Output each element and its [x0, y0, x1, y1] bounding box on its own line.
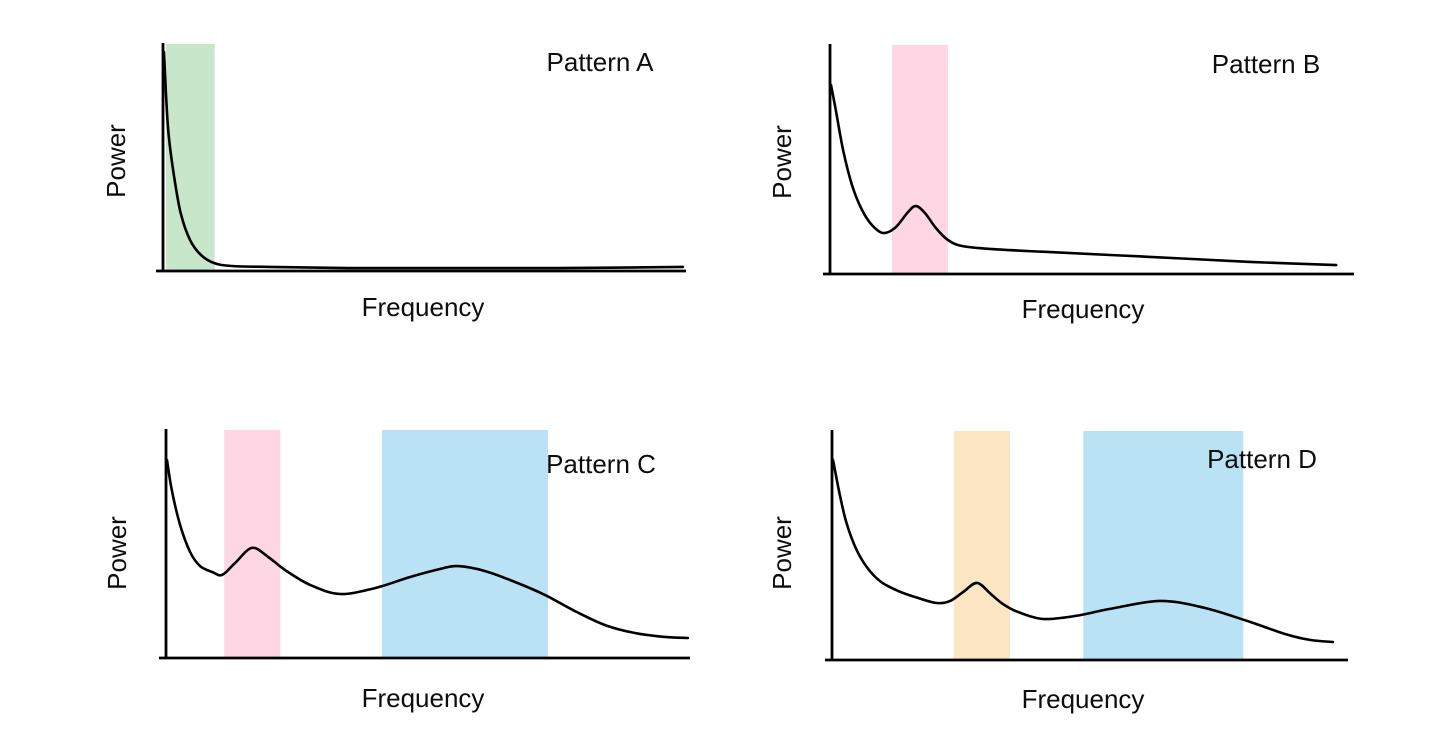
spectrum-plot-a [156, 43, 686, 273]
spectrum-plot-d [825, 430, 1348, 662]
x-axis-label: Frequency [361, 292, 485, 322]
frequency-highlight-band [953, 431, 1010, 660]
x-axis-label: Frequency [361, 683, 485, 713]
y-axis-label: Power [101, 124, 131, 198]
frequency-highlight-band [166, 44, 215, 271]
x-axis-label: Frequency [1021, 294, 1145, 324]
frequency-highlight-band [891, 45, 948, 274]
y-axis-label: Power [767, 516, 797, 590]
panel-pattern-b: Power Frequency Pattern B [726, 0, 1452, 375]
panel-pattern-d: Power Frequency Pattern D [726, 375, 1452, 749]
spectrum-curve [165, 458, 690, 640]
frequency-highlight-band [1083, 431, 1244, 660]
panel-pattern-c: Power Frequency Pattern C [0, 375, 726, 749]
panel-title: Pattern D [1207, 444, 1317, 474]
x-axis-label: Frequency [1021, 684, 1145, 714]
spectrum-plot-b [823, 44, 1354, 276]
panel-title: Pattern B [1211, 49, 1321, 79]
panel-title: Pattern C [546, 449, 656, 479]
panel-title: Pattern A [546, 47, 654, 77]
frequency-highlight-band [224, 430, 281, 658]
spectrum-curve [829, 83, 1338, 267]
frequency-highlight-band [381, 430, 548, 658]
spectrum-plot-c [159, 429, 690, 660]
panel-pattern-a: Power Frequency Pattern A [0, 0, 726, 375]
y-axis-label: Power [102, 516, 132, 590]
spectrum-curve [162, 50, 685, 270]
spectrum-curve [831, 458, 1335, 644]
y-axis-label: Power [767, 125, 797, 199]
